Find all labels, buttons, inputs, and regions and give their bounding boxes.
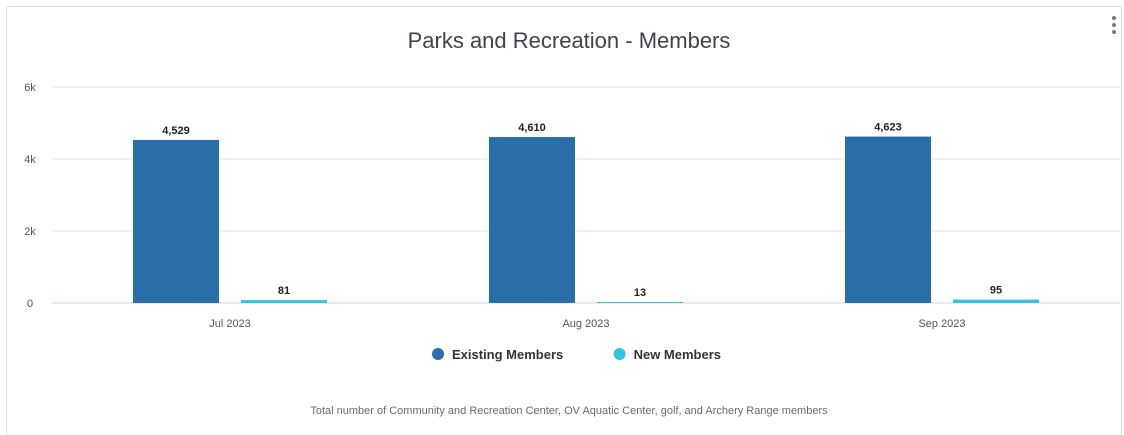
- menu-dot: [1112, 16, 1116, 20]
- legend-marker: [613, 348, 626, 360]
- bar-existing-members[interactable]: [133, 139, 219, 303]
- bar-new-members[interactable]: [597, 302, 683, 303]
- data-label: 13: [634, 287, 646, 299]
- legend: Existing Members New Members: [432, 347, 721, 362]
- data-label: 4,623: [874, 122, 902, 134]
- data-label: 81: [278, 285, 290, 297]
- y-axis: 0 2k 4k 6k: [24, 82, 36, 310]
- y-tick-label: 0: [27, 298, 33, 310]
- data-label: 4,610: [518, 122, 546, 134]
- gridlines: [52, 86, 1120, 304]
- x-tick-label: Sep 2023: [918, 318, 965, 330]
- x-tick-label: Jul 2023: [209, 318, 251, 330]
- data-label: 4,529: [162, 125, 190, 137]
- y-tick-label: 2k: [24, 226, 36, 238]
- data-label: 95: [990, 285, 1002, 297]
- bars: 4,529 81 4,610 13 4,623 95: [133, 122, 1039, 303]
- legend-marker: [432, 348, 444, 360]
- bar-new-members[interactable]: [241, 300, 327, 303]
- vertical-ellipsis-icon[interactable]: [1106, 12, 1122, 38]
- bar-existing-members[interactable]: [489, 137, 575, 303]
- y-tick-label: 4k: [24, 154, 36, 166]
- x-tick-label: Aug 2023: [562, 318, 609, 330]
- menu-dot: [1112, 23, 1116, 27]
- legend-item-new-members[interactable]: New Members: [613, 347, 721, 362]
- x-axis: Jul 2023 Aug 2023 Sep 2023: [209, 318, 965, 330]
- legend-label: Existing Members: [452, 347, 563, 362]
- bar-new-members[interactable]: [953, 299, 1039, 303]
- y-tick-label: 6k: [24, 82, 36, 94]
- legend-item-existing-members[interactable]: Existing Members: [432, 347, 563, 362]
- chart-title: Parks and Recreation - Members: [408, 28, 731, 53]
- legend-label: New Members: [634, 347, 721, 362]
- chart-caption: Total number of Community and Recreation…: [310, 405, 828, 417]
- menu-dot: [1112, 30, 1116, 34]
- bar-existing-members[interactable]: [845, 136, 931, 303]
